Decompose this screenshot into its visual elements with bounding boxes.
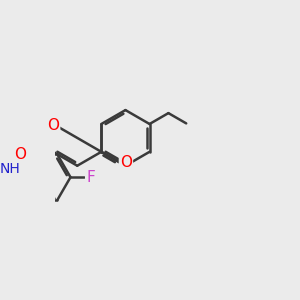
Text: O: O xyxy=(14,147,26,162)
Text: NH: NH xyxy=(0,162,21,176)
Text: F: F xyxy=(86,170,95,185)
Text: O: O xyxy=(120,154,132,169)
Text: O: O xyxy=(47,118,59,133)
